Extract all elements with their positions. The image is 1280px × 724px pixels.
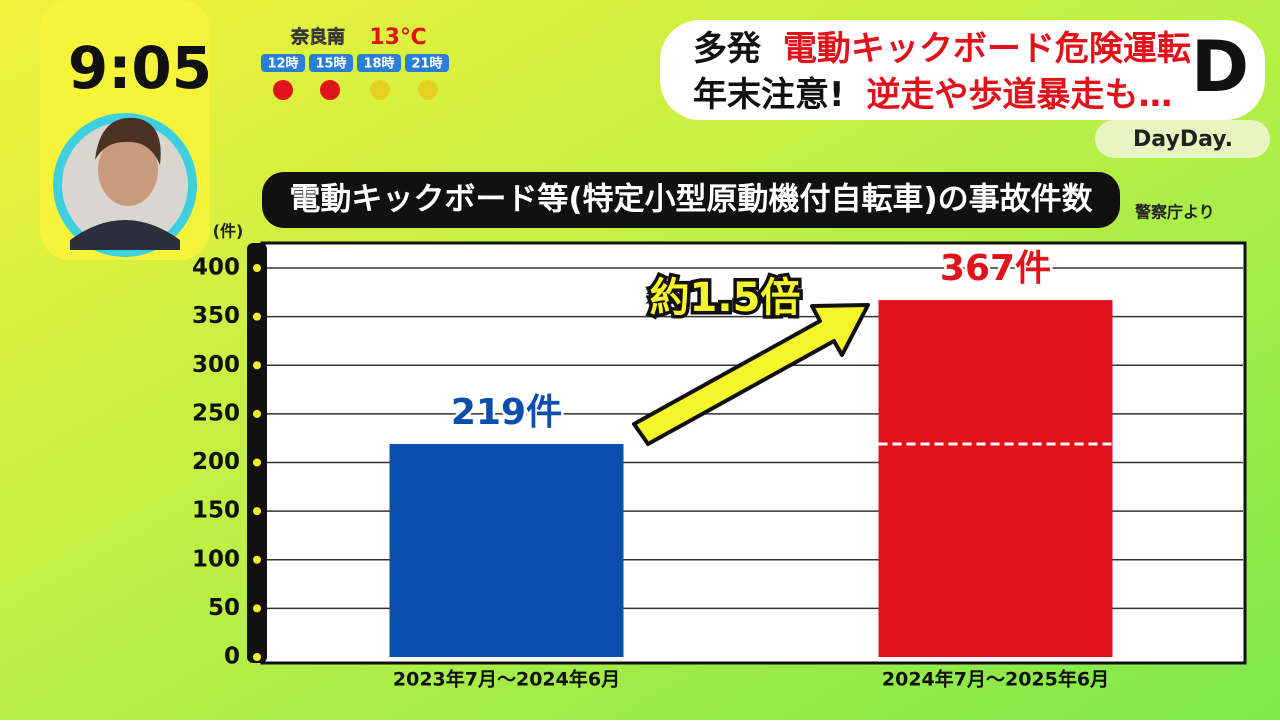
headline-part: 逆走や歩道暴走も… (866, 75, 1172, 115)
tick-mark (253, 312, 261, 321)
chart-title: 電動キックボード等(特定小型原動機付自転車)の事故件数 (289, 182, 1092, 218)
y-tick-label: 150 (192, 498, 240, 524)
tick-mark (253, 361, 261, 370)
y-tick-label: 400 (192, 255, 240, 281)
x-tick-label: 2024年7月～2025年6月 (882, 668, 1109, 691)
tick-mark (253, 458, 261, 467)
tick-mark (253, 409, 261, 418)
bar (389, 444, 624, 657)
weather-time: 12時 (267, 56, 298, 72)
source: 警察庁より (1134, 203, 1215, 222)
annotation: 約1.5倍 (650, 275, 801, 321)
bar (878, 300, 1113, 657)
logo: DayDay. (1133, 127, 1233, 152)
y-tick-label: 350 (192, 303, 240, 329)
weather-icons (273, 80, 438, 100)
logo-box (1095, 120, 1270, 158)
weather-time-box (357, 54, 401, 72)
x-tick-label: 2023年7月～2024年6月 (393, 668, 620, 691)
y-axis (247, 243, 267, 663)
headline: 年末注意! 逆走や歩道暴走も… (693, 75, 1172, 115)
y-tick-label: 250 (192, 400, 240, 426)
clock: 9:05 (68, 34, 212, 102)
logo-mark: D (1191, 26, 1249, 108)
plot: 0 50 100 150 200 250 300 350 400 2023年7月～2024年6月 2… (192, 246, 1243, 691)
y-tick-label: 100 (192, 546, 240, 572)
headline-part: 電動キックボード危険運転 (783, 29, 1191, 69)
headline-part: 多発 (693, 29, 762, 69)
tick-mark (253, 264, 261, 272)
weather-temp: 13℃ (369, 25, 426, 50)
weather-place: 奈良南 (290, 26, 345, 48)
weather-time-box (309, 54, 353, 72)
title-box (262, 172, 1120, 228)
weather-time: 15時 (315, 56, 346, 72)
weather-time-box (261, 54, 305, 72)
tick-mark (253, 604, 261, 613)
weather-time-box (405, 54, 449, 72)
tick-mark (253, 653, 261, 661)
headline-box (660, 20, 1265, 120)
value-label: 367件 (940, 248, 1051, 289)
y-tick-label: 0 (224, 644, 240, 670)
headline: 多発 電動キックボード危険運転 (693, 29, 1191, 69)
arrow (632, 303, 870, 446)
headline-part: 年末注意! (693, 75, 845, 115)
weather-time: 21時 (411, 56, 442, 72)
tick-mark (253, 555, 261, 564)
y-tick-label: 300 (192, 352, 240, 378)
tick-mark (253, 507, 261, 516)
weather-time: 18時 (363, 56, 394, 72)
weather-times: 12時 15時 18時 21時 (261, 54, 449, 72)
y-axis-label: (件) (213, 222, 244, 241)
presenter-photo (53, 113, 197, 257)
y-tick-label: 50 (208, 595, 240, 621)
y-tick-label: 200 (192, 449, 240, 475)
value-label: 219件 (451, 392, 562, 433)
